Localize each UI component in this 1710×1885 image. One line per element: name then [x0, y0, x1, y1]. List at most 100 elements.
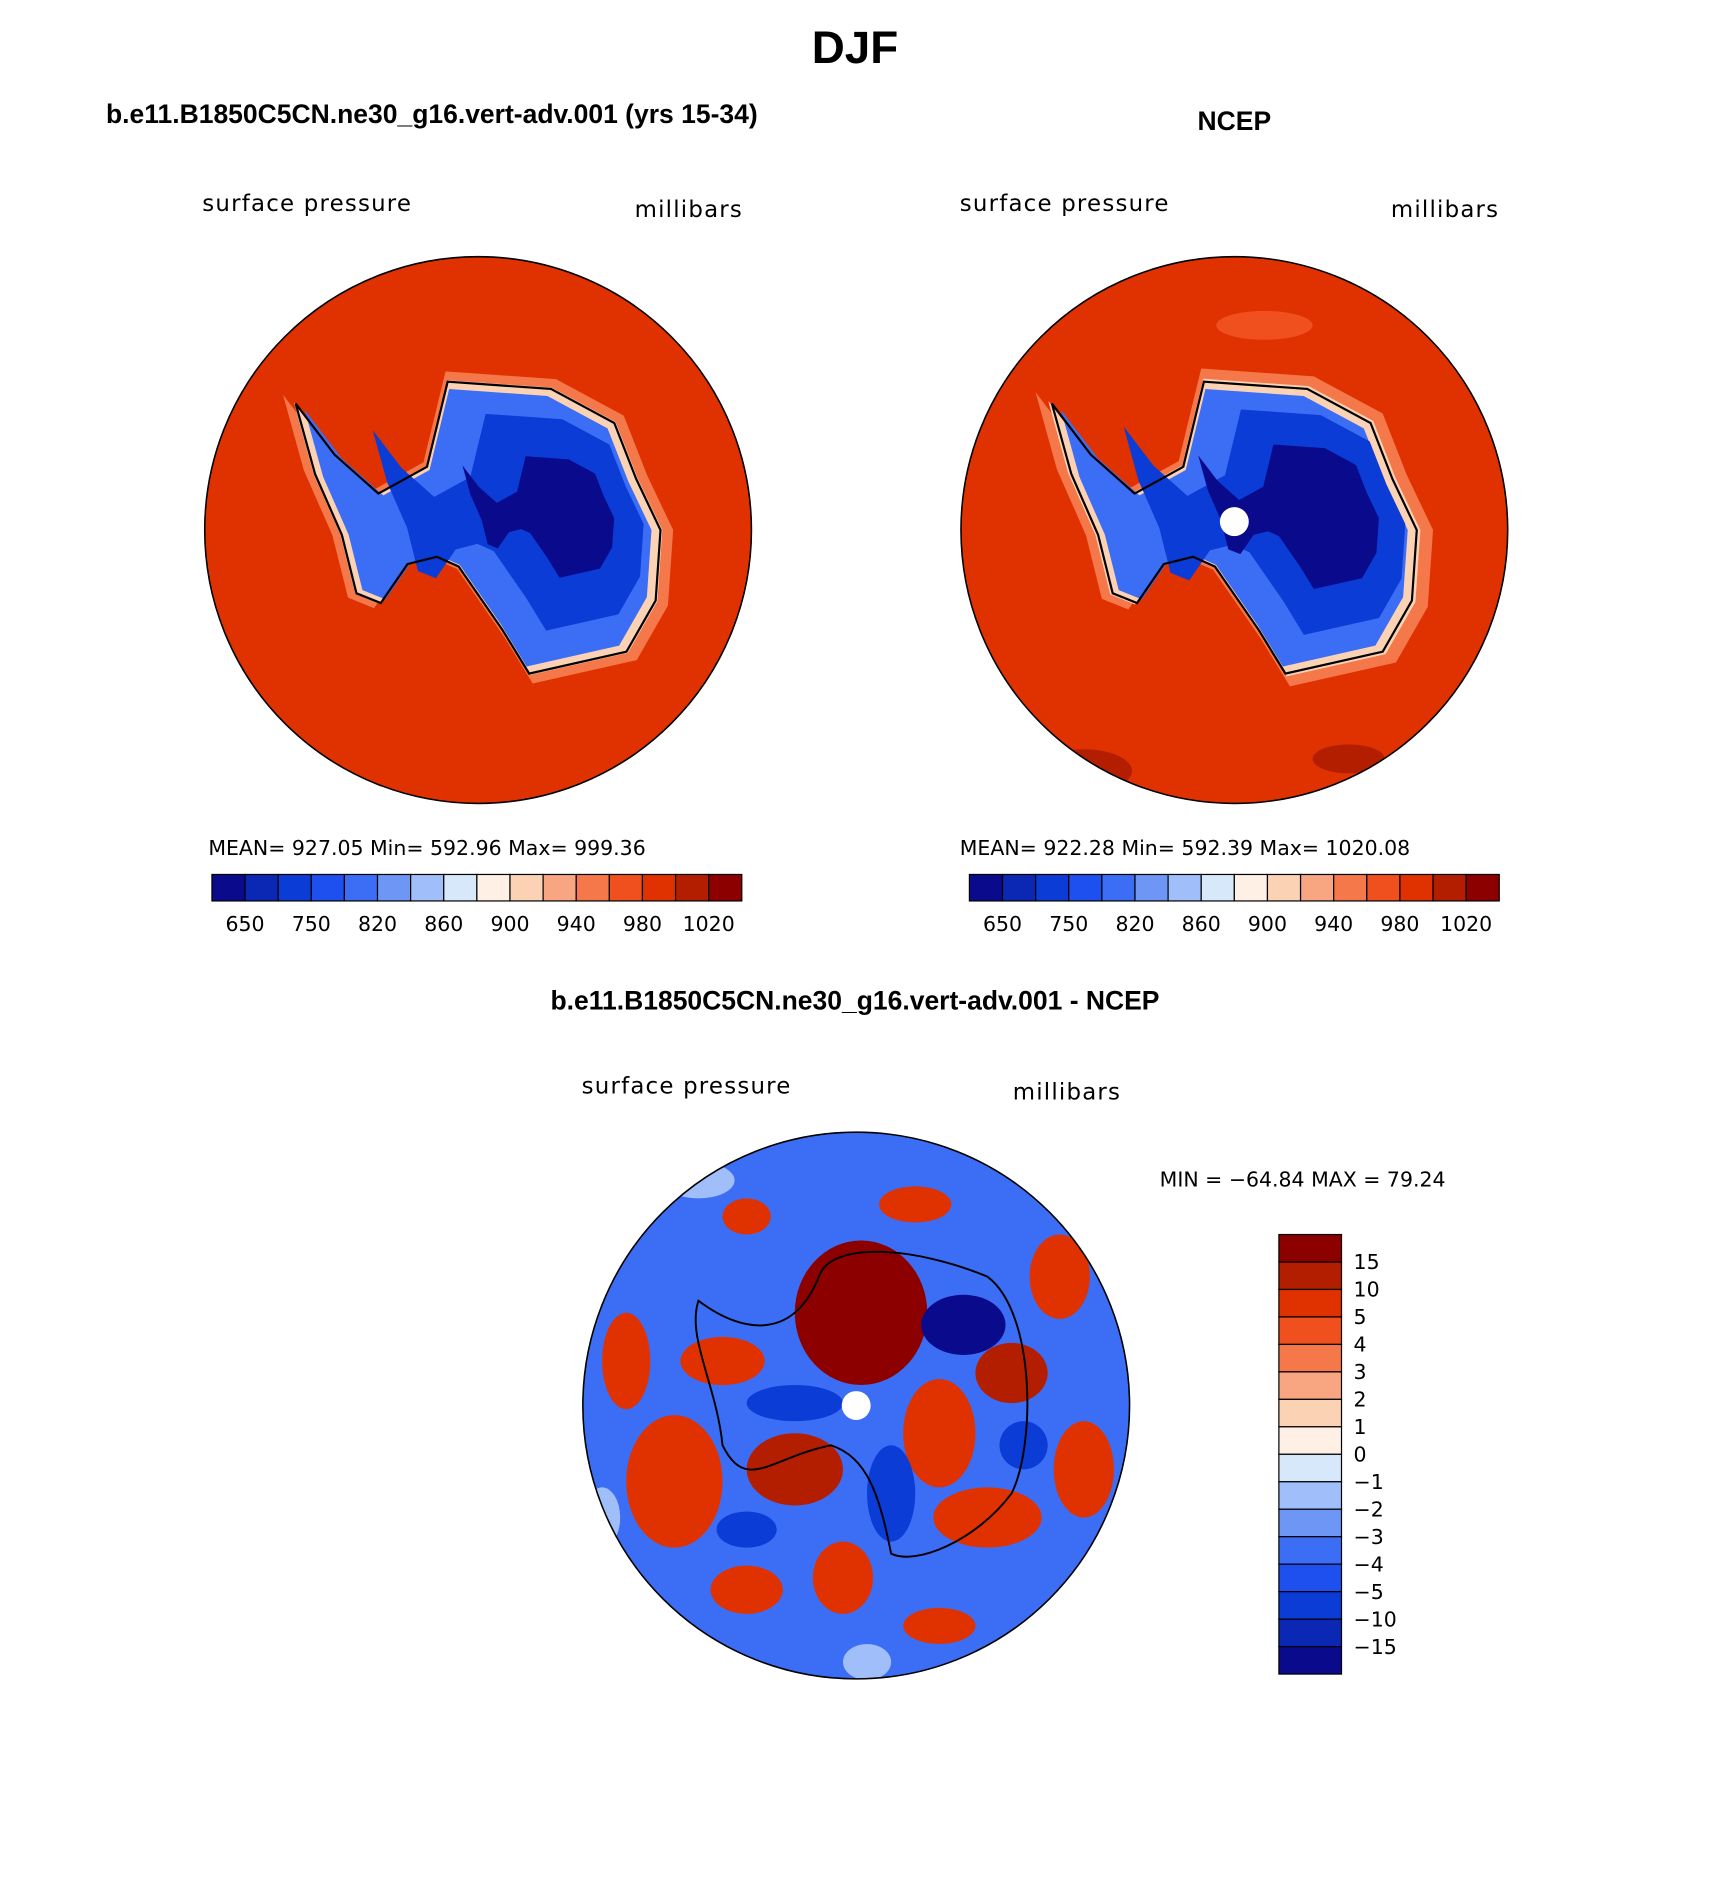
- polar-map: [960, 256, 1508, 804]
- contour-band: [1312, 744, 1385, 774]
- polar-map: [204, 256, 752, 804]
- colorbar-box: [1001, 873, 1037, 902]
- colorbar-box: [1278, 1343, 1343, 1373]
- colorbar-label: 15: [1354, 1250, 1380, 1274]
- colorbar-label: 650: [226, 912, 265, 936]
- panel-title: b.e11.B1850C5CN.ne30_g16.vert-adv.001 (y…: [106, 99, 758, 129]
- colorbar-label: 10: [1354, 1278, 1380, 1302]
- colorbar-box: [1278, 1536, 1343, 1565]
- variable-label: surface pressure: [582, 1074, 792, 1100]
- colorbar-box: [1068, 873, 1103, 902]
- colorbar-box: [509, 873, 544, 902]
- colorbar-label: 980: [1380, 912, 1419, 936]
- stats: MIN = −64.84 MAX = 79.24: [1160, 1167, 1446, 1191]
- colorbar-label: 0: [1354, 1443, 1367, 1467]
- contour-band: [1035, 749, 1132, 793]
- colorbar-box: [343, 873, 379, 902]
- colorbar-box: [1278, 1398, 1343, 1428]
- colorbar-label: 940: [557, 912, 596, 936]
- colorbar-label: −2: [1354, 1497, 1384, 1521]
- colorbar-box: [1399, 873, 1434, 902]
- contour-band: [1216, 310, 1313, 340]
- colorbar-box: [1266, 873, 1302, 902]
- colorbar-label: 1020: [683, 912, 735, 936]
- colorbar-box: [1432, 873, 1467, 902]
- colorbar: 650 750 820 860 900 940 980 1020: [968, 873, 1500, 936]
- variable-label: surface pressure: [202, 191, 412, 217]
- colorbar-box: [1278, 1481, 1343, 1510]
- coastline: [694, 1250, 1029, 1558]
- colorbar-label: −5: [1354, 1580, 1384, 1604]
- colorbar-box: [1333, 873, 1368, 902]
- colorbar-box: [1101, 873, 1136, 902]
- colorbar-box: [575, 873, 610, 902]
- variable-label: surface pressure: [960, 191, 1170, 217]
- colorbar-box: [1278, 1426, 1343, 1455]
- colorbar-label: −1: [1354, 1470, 1384, 1494]
- colorbar-label: 5: [1354, 1305, 1367, 1329]
- map-border: [582, 1131, 1131, 1680]
- colorbar-box: [376, 873, 412, 902]
- colorbar-box: [641, 873, 677, 902]
- colorbar-box: [1278, 1563, 1343, 1593]
- colorbar-box: [1278, 1261, 1343, 1291]
- colorbar-box: [708, 873, 743, 902]
- map-border: [960, 255, 1509, 805]
- colorbar-label: −15: [1354, 1635, 1397, 1659]
- colorbar-label: 900: [1248, 912, 1287, 936]
- colorbar-label: 1: [1354, 1415, 1367, 1439]
- colorbar-label: −3: [1354, 1525, 1384, 1549]
- pole-hole: [1219, 507, 1249, 537]
- colorbar-box: [1278, 1618, 1343, 1648]
- colorbar-box: [1278, 1591, 1343, 1620]
- units-label: millibars: [635, 197, 743, 223]
- colorbar-label: 1020: [1440, 912, 1492, 936]
- colorbar-box: [410, 873, 445, 902]
- anomaly-positive: [602, 1186, 1114, 1644]
- colorbar-box: [1278, 1645, 1343, 1675]
- stats: MEAN= 922.28 Min= 592.39 Max= 1020.08: [960, 836, 1410, 860]
- colorbar-label: −4: [1354, 1552, 1384, 1576]
- colorbar-label: −10: [1354, 1607, 1397, 1631]
- colorbar-box: [674, 873, 710, 902]
- colorbar-box: [211, 873, 246, 902]
- colorbar-box: [1233, 873, 1269, 902]
- panel-title: b.e11.B1850C5CN.ne30_g16.vert-adv.001 - …: [551, 985, 1160, 1015]
- colorbar-label: 940: [1314, 912, 1353, 936]
- colorbar-label: 650: [983, 912, 1022, 936]
- colorbar-box: [542, 873, 577, 902]
- colorbar-box: [1278, 1288, 1343, 1318]
- colorbar-box: [1278, 1508, 1343, 1538]
- colorbar-box: [1035, 873, 1070, 902]
- colorbar-label: 3: [1354, 1360, 1367, 1384]
- pole-hole: [841, 1391, 871, 1420]
- colorbar-box: [277, 873, 312, 902]
- colorbar-box: [244, 873, 279, 902]
- colorbar-box: [1167, 873, 1202, 902]
- anomaly-negative: [716, 1294, 1048, 1548]
- colorbar-label: 820: [1115, 912, 1154, 936]
- colorbar-box: [476, 873, 511, 902]
- colorbar-box: [1465, 873, 1500, 902]
- colorbar-box: [1200, 873, 1235, 902]
- colorbar-box: [310, 873, 346, 902]
- colorbar-label: 4: [1354, 1333, 1367, 1357]
- colorbar-box: [968, 873, 1004, 902]
- units-label: millibars: [1391, 197, 1499, 223]
- colorbar-box: [1278, 1316, 1343, 1346]
- colorbar-label: 750: [292, 912, 331, 936]
- colorbar-box: [1278, 1453, 1343, 1483]
- map-border: [203, 255, 753, 805]
- colorbar-box: [1366, 873, 1401, 902]
- colorbar-label: 750: [1049, 912, 1088, 936]
- colorbar-label: 2: [1354, 1388, 1367, 1412]
- units-label: millibars: [1013, 1080, 1121, 1106]
- colorbar-box: [608, 873, 644, 902]
- colorbar-box: [443, 873, 478, 902]
- colorbar-label: 860: [424, 912, 463, 936]
- colorbar-box: [1134, 873, 1169, 902]
- polar-map: [582, 1132, 1130, 1679]
- colorbar-label: 980: [623, 912, 662, 936]
- panel-title: NCEP: [1198, 106, 1272, 136]
